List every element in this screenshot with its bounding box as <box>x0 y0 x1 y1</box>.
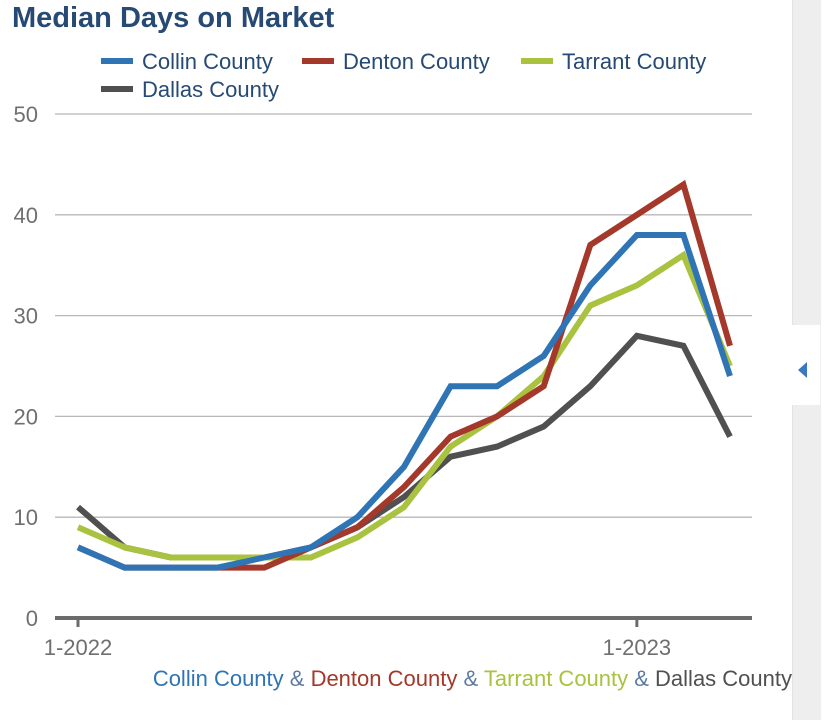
caption-series-name: Denton County <box>310 666 458 691</box>
series-line-dallas-county <box>76 332 733 561</box>
caption-separator: & <box>628 666 656 691</box>
caption-separator: & <box>283 666 311 691</box>
y-tick-label: 10 <box>14 505 38 530</box>
series-line-collin-county <box>76 232 733 571</box>
legend-label: Collin County <box>142 49 273 74</box>
y-tick-label: 40 <box>14 203 38 228</box>
legend: Collin County Denton County Tarrant County… <box>101 49 706 102</box>
series-lines <box>76 179 733 571</box>
y-tick-label: 20 <box>14 404 38 429</box>
y-tick-label: 30 <box>14 304 38 329</box>
y-tick-label: 50 <box>14 102 38 127</box>
chart-title: Median Days on Market <box>12 2 335 34</box>
line-chart: Collin County Denton County Tarrant County… <box>14 49 752 660</box>
legend-label: Dallas County <box>142 77 279 102</box>
y-tick-label: 0 <box>26 606 38 631</box>
legend-label: Tarrant County <box>562 49 706 74</box>
caption-series-name: Collin County <box>152 666 284 691</box>
x-tick-label: 1-2023 <box>603 635 672 660</box>
legend-label: Denton County <box>343 49 490 74</box>
caption-separator: & <box>457 666 484 691</box>
y-axis-tick-labels: 0 10 20 30 40 50 <box>14 102 38 631</box>
collapse-arrow-icon[interactable] <box>798 362 807 378</box>
x-axis: 1-2022 1-2023 <box>44 616 752 660</box>
caption-series-name: Tarrant County <box>483 666 629 691</box>
gridlines <box>55 113 752 518</box>
caption-series-name: Dallas County <box>655 666 792 691</box>
chart-caption: Collin County & Denton County & Tarrant … <box>150 663 792 694</box>
series-line-tarrant-county <box>76 250 733 561</box>
x-tick-label: 1-2022 <box>44 635 113 660</box>
